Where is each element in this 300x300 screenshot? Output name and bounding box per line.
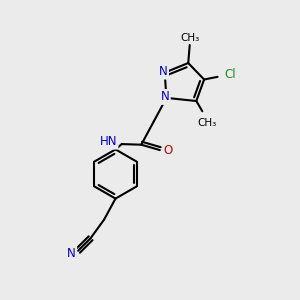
Text: N: N bbox=[159, 65, 168, 78]
Text: CH₃: CH₃ bbox=[197, 118, 216, 128]
Text: N: N bbox=[67, 247, 76, 260]
Text: Cl: Cl bbox=[224, 68, 236, 81]
Text: O: O bbox=[164, 144, 173, 157]
Text: HN: HN bbox=[100, 135, 117, 148]
Text: N: N bbox=[160, 91, 169, 103]
Text: CH₃: CH₃ bbox=[181, 32, 200, 43]
